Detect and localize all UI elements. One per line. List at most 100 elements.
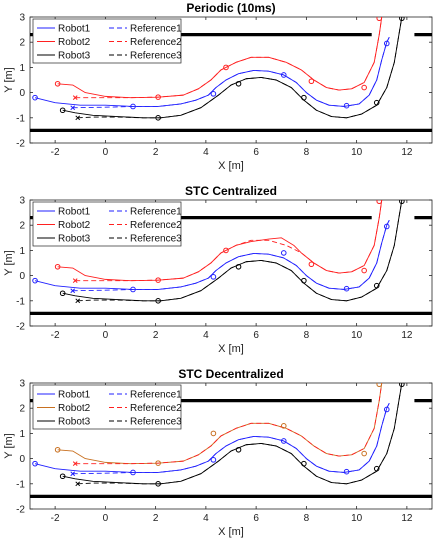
marker-circle-robot1 bbox=[280, 250, 287, 256]
x-tick-label: 4 bbox=[203, 513, 209, 524]
marker-circle-robot1 bbox=[383, 223, 390, 230]
legend-label-robot2: Robot2 bbox=[58, 37, 91, 48]
plot-frame bbox=[29, 16, 433, 144]
legend-label-reference1: Reference1 bbox=[130, 24, 182, 35]
marker-circle-robot1 bbox=[32, 460, 38, 467]
y-tick-label: 3 bbox=[19, 196, 25, 207]
marker-x-reference1 bbox=[70, 105, 76, 111]
y-tick-label: -2 bbox=[16, 505, 25, 516]
marker-circle-robot3 bbox=[399, 17, 405, 22]
marker-x-reference3 bbox=[75, 115, 81, 121]
marker-circle-robot1 bbox=[343, 102, 350, 109]
x-tick-label: 10 bbox=[351, 513, 363, 524]
marker-circle-robot2 bbox=[361, 450, 367, 457]
legend-box bbox=[32, 384, 182, 430]
marker-circle-robot3 bbox=[301, 94, 307, 101]
marker-circle-robot1 bbox=[130, 469, 136, 476]
y-axis-label: Y [m] bbox=[3, 250, 15, 275]
x-tick-label: 4 bbox=[203, 147, 209, 158]
marker-circle-robot2 bbox=[280, 423, 287, 429]
legend: Robot1 Reference1 Robot2 Reference2 Robot3 Re… bbox=[32, 384, 182, 430]
marker-circle-robot3 bbox=[59, 107, 66, 114]
marker-x-reference2 bbox=[72, 461, 78, 466]
legend-label-robot1: Robot1 bbox=[58, 207, 91, 218]
marker-circle-robot3 bbox=[399, 200, 405, 205]
y-tick-label: 3 bbox=[19, 13, 25, 24]
marker-circle-robot2 bbox=[155, 94, 161, 100]
data-area bbox=[30, 383, 432, 498]
marker-circle-robot2 bbox=[376, 200, 383, 205]
marker-circle-robot2 bbox=[155, 460, 161, 466]
x-tick-label: 10 bbox=[351, 147, 363, 158]
marker-x-reference2 bbox=[72, 95, 78, 100]
legend-label-reference3: Reference3 bbox=[130, 234, 182, 245]
x-axis-label: X [m] bbox=[218, 160, 244, 172]
marker-circle-robot3 bbox=[301, 460, 307, 467]
y-tick-label: -1 bbox=[16, 113, 25, 124]
marker-circle-robot3 bbox=[301, 277, 307, 284]
chart-title: STC Centralized bbox=[185, 184, 277, 198]
legend-label-robot2: Robot2 bbox=[58, 220, 91, 231]
x-tick-label: 10 bbox=[351, 330, 363, 341]
plot-frame bbox=[29, 382, 433, 510]
marker-circle-robot3 bbox=[59, 290, 66, 297]
marker-circle-robot3 bbox=[155, 481, 161, 487]
legend-label-robot3: Robot3 bbox=[58, 234, 91, 245]
y-tick-label: 2 bbox=[19, 38, 25, 49]
y-axis-label: Y [m] bbox=[3, 433, 15, 458]
marker-circle-robot3 bbox=[235, 263, 242, 270]
legend-label-reference3: Reference3 bbox=[130, 417, 182, 428]
series-line-reference1 bbox=[72, 402, 390, 475]
y-tick-label: -2 bbox=[16, 322, 25, 333]
legend-label-robot2: Robot2 bbox=[58, 403, 91, 414]
marker-circle-robot1 bbox=[210, 274, 217, 280]
marker-circle-robot1 bbox=[383, 40, 390, 47]
marker-circle-robot2 bbox=[361, 267, 367, 274]
marker-circle-robot3 bbox=[373, 465, 380, 472]
marker-circle-robot3 bbox=[59, 473, 66, 480]
marker-circle-robot2 bbox=[155, 277, 161, 283]
marker-x-reference3 bbox=[75, 298, 81, 304]
legend-label-reference2: Reference2 bbox=[130, 37, 182, 48]
x-tick-label: 2 bbox=[153, 330, 159, 341]
x-tick-label: 0 bbox=[103, 513, 109, 524]
marker-x-reference2 bbox=[72, 278, 78, 283]
x-axis-label: X [m] bbox=[218, 343, 244, 355]
x-tick-label: -2 bbox=[51, 513, 60, 524]
legend-label-reference1: Reference1 bbox=[130, 207, 182, 218]
y-tick-label: 2 bbox=[19, 221, 25, 232]
marker-circle-robot1 bbox=[280, 438, 287, 444]
marker-circle-robot1 bbox=[343, 468, 350, 475]
legend-label-reference3: Reference3 bbox=[130, 51, 182, 62]
series-line-reference3 bbox=[77, 383, 403, 485]
x-tick-label: -2 bbox=[51, 330, 60, 341]
marker-circle-robot2 bbox=[54, 446, 61, 453]
marker-circle-robot2 bbox=[308, 261, 315, 268]
marker-circle-robot2 bbox=[54, 263, 61, 270]
series-line-reference2 bbox=[75, 17, 383, 99]
x-tick-label: 12 bbox=[401, 513, 413, 524]
x-tick-label: 8 bbox=[304, 330, 310, 341]
marker-x-reference1 bbox=[70, 471, 76, 477]
x-tick-label: 12 bbox=[401, 147, 413, 158]
marker-circle-robot2 bbox=[223, 64, 229, 71]
x-tick-label: 6 bbox=[253, 330, 259, 341]
series-line-reference3 bbox=[77, 200, 403, 302]
y-tick-label: 0 bbox=[19, 271, 25, 282]
series-line-reference2 bbox=[75, 200, 383, 282]
x-tick-label: 6 bbox=[253, 147, 259, 158]
marker-circle-robot1 bbox=[280, 72, 287, 78]
x-tick-label: 8 bbox=[304, 513, 310, 524]
chart-title: Periodic (10ms) bbox=[186, 1, 275, 15]
y-tick-label: 3 bbox=[19, 379, 25, 390]
x-tick-label: 6 bbox=[253, 513, 259, 524]
y-tick-label: 1 bbox=[19, 429, 25, 440]
marker-circle-robot3 bbox=[235, 80, 242, 87]
marker-x-reference1 bbox=[70, 288, 76, 294]
marker-circle-robot1 bbox=[210, 457, 217, 463]
legend-label-robot1: Robot1 bbox=[58, 390, 91, 401]
marker-circle-robot1 bbox=[130, 103, 136, 110]
y-axis-label: Y [m] bbox=[3, 67, 15, 92]
